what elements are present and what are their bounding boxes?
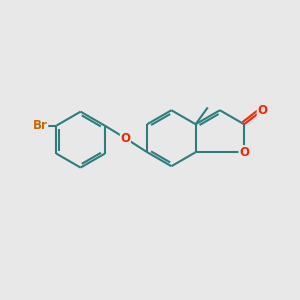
Text: O: O xyxy=(257,104,267,117)
Text: Br: Br xyxy=(33,119,48,132)
Text: O: O xyxy=(120,132,130,145)
Text: O: O xyxy=(239,146,249,159)
